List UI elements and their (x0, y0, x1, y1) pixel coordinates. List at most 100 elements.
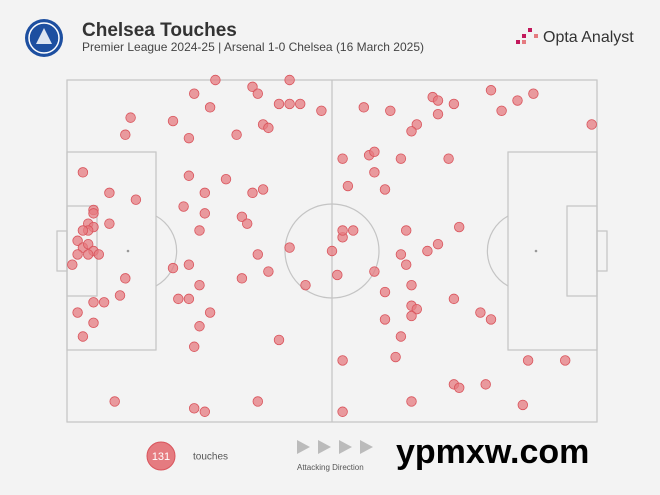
touch-dot (411, 119, 423, 130)
touch-dot (130, 194, 142, 205)
touch-dot (432, 238, 444, 250)
touch-dot (401, 259, 412, 270)
touch-dot (273, 98, 285, 110)
touch-dot (326, 245, 338, 257)
touch-dot (252, 88, 263, 99)
touch-dot (204, 307, 216, 318)
touch-dot (72, 249, 83, 260)
touch-dot (88, 297, 99, 308)
touch-dot (512, 95, 523, 106)
touch-dot (67, 259, 78, 270)
touch-dot (485, 85, 497, 96)
touch-dot (337, 355, 348, 366)
touch-dot (236, 211, 248, 223)
touch-dot (93, 249, 105, 260)
touch-dot (183, 259, 195, 270)
touch-dot (188, 341, 200, 352)
touch-dot (188, 403, 200, 414)
touch-dot (109, 396, 120, 407)
touch-dot (485, 314, 497, 325)
direction-label: Attacking Direction (297, 463, 364, 472)
touch-dot (72, 235, 83, 246)
touch-dot (220, 173, 232, 185)
touch-dot (194, 280, 205, 291)
touch-dot (337, 406, 348, 417)
touch-dot (528, 88, 539, 99)
touch-dot (199, 187, 211, 199)
touch-dot (496, 105, 507, 116)
touch-dot (88, 208, 99, 219)
touch-dot (273, 334, 285, 346)
touch-dot (167, 115, 179, 127)
pitch (56, 79, 608, 423)
touch-dot (104, 187, 115, 199)
touch-dot (173, 293, 184, 305)
touch-dot (406, 310, 417, 322)
touch-dot (369, 146, 380, 158)
touch-dot (114, 290, 126, 301)
touch-dot (369, 266, 380, 277)
touch-dot (448, 293, 460, 305)
touch-dot (257, 184, 269, 195)
touch-dot (369, 167, 380, 178)
touch-dot (252, 249, 263, 260)
touch-dot (98, 297, 110, 308)
club-badge (25, 19, 63, 57)
touch-dot (284, 98, 295, 110)
legend-marker (146, 441, 176, 471)
touch-dot (82, 249, 94, 260)
watermark: ypmxw.com (396, 433, 589, 471)
touch-dot (183, 170, 195, 181)
touch-dot (77, 331, 89, 342)
touch-dot (406, 396, 417, 407)
touch-dot (480, 379, 491, 390)
touch-dot (560, 355, 571, 366)
touch-dot (379, 314, 391, 325)
touch-dot (183, 293, 195, 305)
touch-dot (379, 184, 391, 195)
touch-dot (586, 119, 597, 130)
touch-dot (432, 95, 444, 106)
touch-dot (77, 167, 89, 178)
touch-dot (358, 102, 370, 113)
touch-dot (406, 280, 417, 291)
touch-dot (395, 331, 407, 342)
touch-dot (332, 269, 343, 281)
touch-dot (337, 153, 348, 164)
touch-dot (395, 153, 407, 164)
subtitle: Premier League 2024-25 | Arsenal 1-0 Che… (82, 40, 424, 54)
touch-dot (194, 321, 205, 332)
touch-dot (82, 238, 94, 250)
touch-dot (247, 81, 258, 93)
touch-dot (443, 153, 454, 164)
touch-dot (247, 187, 258, 199)
touch-dot (475, 307, 486, 318)
touch-dot (379, 286, 391, 298)
direction-arrows (297, 440, 373, 454)
touch-dot (167, 262, 179, 274)
touch-dot (448, 98, 460, 110)
touch-dot (316, 105, 327, 116)
touch-dot (395, 249, 407, 260)
touch-dots (67, 74, 597, 417)
touch-dot (188, 88, 200, 99)
touch-dot (241, 218, 253, 229)
touch-dot (385, 105, 396, 116)
touch-dot (432, 108, 444, 120)
touch-dot (284, 242, 295, 253)
brand-logo (516, 28, 538, 44)
touch-dot (194, 225, 205, 236)
touch-dot (88, 317, 99, 329)
brand: Opta Analyst (543, 29, 634, 46)
touch-dot (263, 122, 274, 134)
legend-label: touches (193, 452, 228, 463)
touch-dot (300, 280, 311, 291)
touch-dot (522, 355, 534, 366)
touch-dot (295, 98, 306, 110)
touch-dot (454, 382, 465, 394)
touch-dot (77, 225, 89, 236)
title: Chelsea Touches (82, 20, 237, 41)
touch-dot (284, 74, 295, 86)
touch-dot (183, 132, 195, 144)
touch-dot (263, 266, 274, 277)
